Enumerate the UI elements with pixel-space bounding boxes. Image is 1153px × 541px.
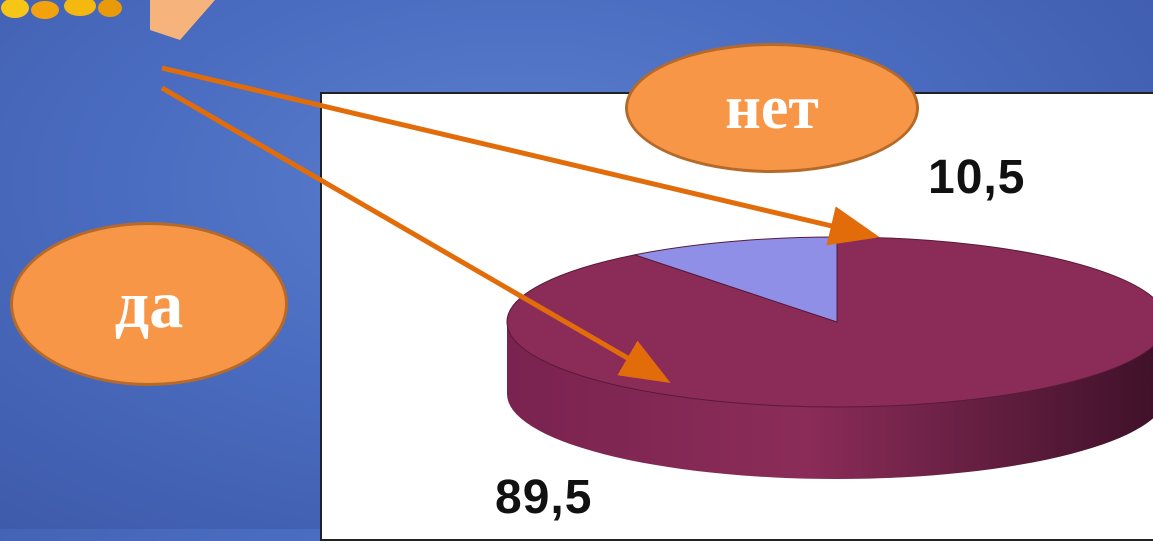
decorative-shapes [1, 0, 215, 40]
data-label-net: 10,5 [928, 151, 1026, 204]
pie-side-да [507, 322, 1153, 479]
callout-da: да [10, 222, 288, 386]
callout-net: нет [625, 43, 919, 173]
yellow-dots-icon [1, 0, 122, 19]
pie-slices [506, 236, 1153, 479]
data-label-da: 89,5 [495, 471, 593, 524]
orange-tab [150, 0, 215, 40]
